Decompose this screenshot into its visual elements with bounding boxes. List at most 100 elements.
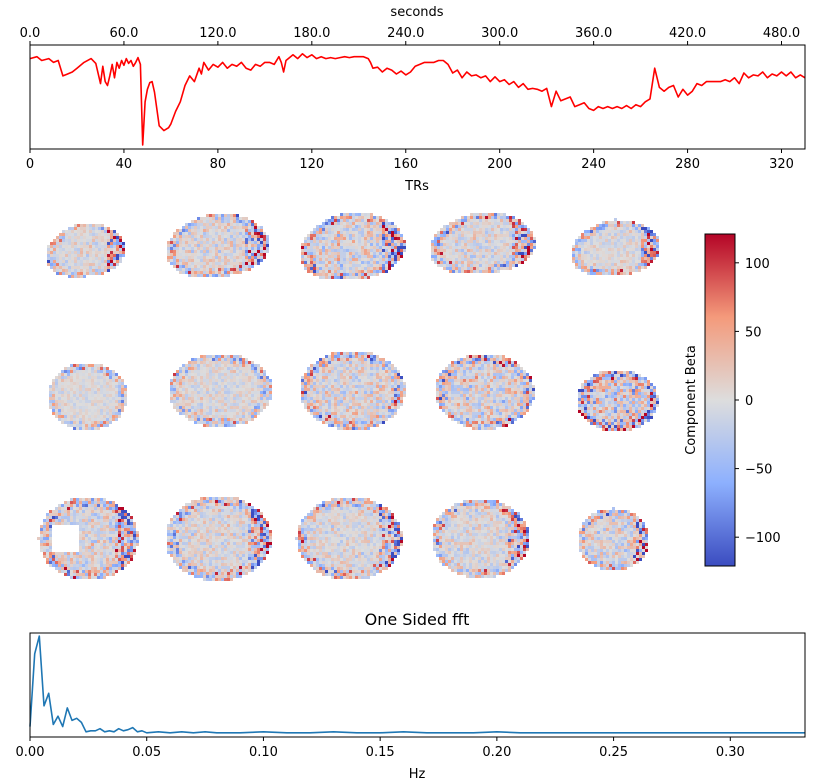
brain-voxel	[434, 255, 437, 258]
brain-voxel	[349, 213, 352, 216]
brain-voxel	[337, 415, 340, 418]
brain-voxel	[185, 415, 188, 418]
brain-voxel	[358, 382, 361, 385]
brain-voxel	[50, 251, 53, 254]
brain-voxel	[526, 397, 529, 400]
brain-voxel	[52, 391, 55, 394]
brain-voxel	[67, 370, 70, 373]
brain-voxel	[76, 367, 79, 370]
brain-voxel	[119, 239, 122, 242]
brain-voxel	[364, 367, 367, 370]
brain-voxel	[65, 245, 68, 248]
brain-voxel	[218, 370, 221, 373]
brain-voxel	[242, 370, 245, 373]
brain-voxel	[506, 216, 509, 219]
brain-voxel	[319, 261, 322, 264]
brain-voxel	[521, 249, 524, 252]
brain-voxel	[449, 255, 452, 258]
brain-voxel	[455, 264, 458, 267]
brain-voxel	[491, 258, 494, 261]
brain-voxel	[254, 409, 257, 412]
brain-voxel	[596, 224, 599, 227]
brain-voxel	[602, 269, 605, 272]
brain-voxel	[301, 243, 304, 246]
brain-voxel	[224, 412, 227, 415]
brain-voxel	[379, 373, 382, 376]
brain-voxel	[346, 391, 349, 394]
brain-voxel	[452, 237, 455, 240]
brain-voxel	[355, 355, 358, 358]
brain-voxel	[313, 364, 316, 367]
brain-voxel	[442, 370, 445, 373]
brain-voxel	[343, 418, 346, 421]
brain-voxel	[373, 249, 376, 252]
brain-voxel	[358, 394, 361, 397]
brain-voxel	[470, 231, 473, 234]
brain-voxel	[440, 249, 443, 252]
brain-voxel	[520, 403, 523, 406]
brain-voxel	[434, 234, 437, 237]
brain-voxel	[346, 234, 349, 237]
brain-voxel	[602, 245, 605, 248]
brain-voxel	[587, 269, 590, 272]
brain-voxel	[266, 250, 269, 253]
brain-voxel	[97, 418, 100, 421]
brain-voxel	[83, 254, 86, 257]
brain-voxel	[370, 376, 373, 379]
brain-voxel	[346, 373, 349, 376]
brain-voxel	[343, 237, 346, 240]
brain-voxel	[224, 241, 227, 244]
brain-voxel	[215, 274, 218, 277]
brain-voxel	[485, 234, 488, 237]
brain-voxel	[470, 249, 473, 252]
brain-voxel	[511, 379, 514, 382]
brain-voxel	[224, 256, 227, 259]
brain-voxel	[457, 367, 460, 370]
brain-voxel	[115, 406, 118, 409]
brain-voxel	[212, 244, 215, 247]
brain-voxel	[107, 269, 110, 272]
brain-voxel	[349, 406, 352, 409]
brain-voxel	[65, 257, 68, 260]
brain-voxel	[206, 229, 209, 232]
brain-voxel	[361, 412, 364, 415]
brain-voxel	[502, 397, 505, 400]
brain-voxel	[61, 388, 64, 391]
brain-voxel	[364, 231, 367, 234]
brain-voxel	[506, 228, 509, 231]
brain-voxel	[470, 222, 473, 225]
brain-voxel	[355, 240, 358, 243]
brain-voxel	[358, 273, 361, 276]
brain-voxel	[449, 270, 452, 273]
brain-voxel	[527, 249, 530, 252]
brain-voxel	[349, 409, 352, 412]
brain-voxel	[197, 361, 200, 364]
brain-voxel	[376, 358, 379, 361]
brain-voxel	[188, 418, 191, 421]
brain-voxel	[251, 370, 254, 373]
brain-voxel	[473, 231, 476, 234]
brain-voxel	[95, 251, 98, 254]
brain-voxel	[89, 245, 92, 248]
brain-voxel	[182, 262, 185, 265]
brain-voxel	[304, 400, 307, 403]
brain-voxel	[322, 258, 325, 261]
brain-voxel	[218, 367, 221, 370]
brain-voxel	[358, 246, 361, 249]
brain-voxel	[203, 268, 206, 271]
brain-voxel	[110, 263, 113, 266]
brain-voxel	[599, 263, 602, 266]
brain-voxel	[340, 373, 343, 376]
brain-voxel	[185, 250, 188, 253]
brain-voxel	[343, 406, 346, 409]
brain-voxel	[608, 251, 611, 254]
brain-voxel	[88, 382, 91, 385]
brain-voxel	[257, 388, 260, 391]
brain-voxel	[334, 352, 337, 355]
brain-voxel	[266, 388, 269, 391]
brain-voxel	[313, 237, 316, 240]
brain-voxel	[521, 237, 524, 240]
brain-voxel	[524, 258, 527, 261]
brain-voxel	[322, 391, 325, 394]
brain-voxel	[122, 245, 125, 248]
